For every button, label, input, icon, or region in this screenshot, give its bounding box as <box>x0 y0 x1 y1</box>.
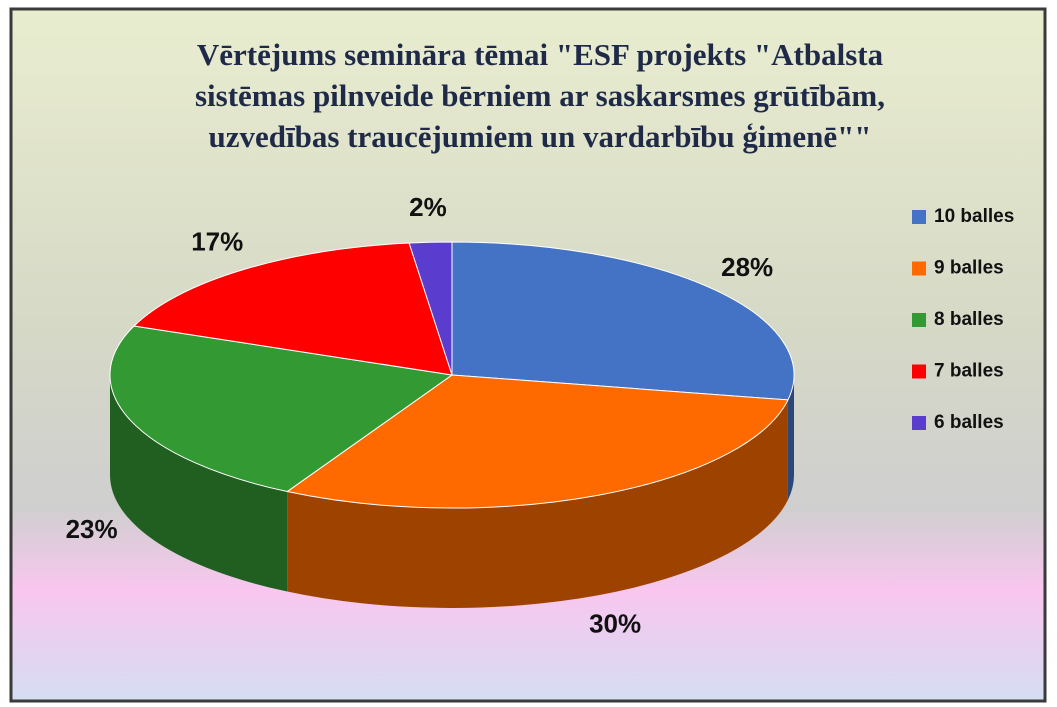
legend-label: 8 balles <box>934 309 1004 330</box>
pie-slice <box>132 242 453 376</box>
chart-title: Vērtējums semināra tēmai "ESF projekts "… <box>197 37 884 72</box>
legend-swatch <box>912 364 926 379</box>
legend-label: 6 balles <box>934 412 1004 433</box>
legend-swatch <box>912 416 926 430</box>
pie-slice-side <box>787 375 794 500</box>
data-label: 23% <box>66 514 118 544</box>
data-label: 17% <box>191 227 243 257</box>
pie-slice-side <box>110 375 288 592</box>
pie-slice <box>451 241 795 401</box>
pie-slice <box>286 374 789 509</box>
legend-label: 10 balles <box>934 206 1014 227</box>
data-label: 30% <box>589 608 641 638</box>
legend-label: 9 balles <box>934 258 1004 279</box>
legend-swatch <box>912 210 926 224</box>
pie-slice <box>408 241 453 376</box>
pie-tops <box>109 241 795 509</box>
legend-swatch <box>912 261 926 276</box>
chart-title: sistēmas pilnveide bērniem ar saskarsmes… <box>195 78 885 113</box>
data-label: 2% <box>409 192 447 222</box>
data-label: 28% <box>721 252 773 282</box>
legend-label: 7 balles <box>934 361 1004 382</box>
chart-title: uzvedības traucējumiem un vardarbību ģim… <box>208 119 871 154</box>
legend-swatch <box>912 313 926 327</box>
pie-slice <box>109 325 454 493</box>
